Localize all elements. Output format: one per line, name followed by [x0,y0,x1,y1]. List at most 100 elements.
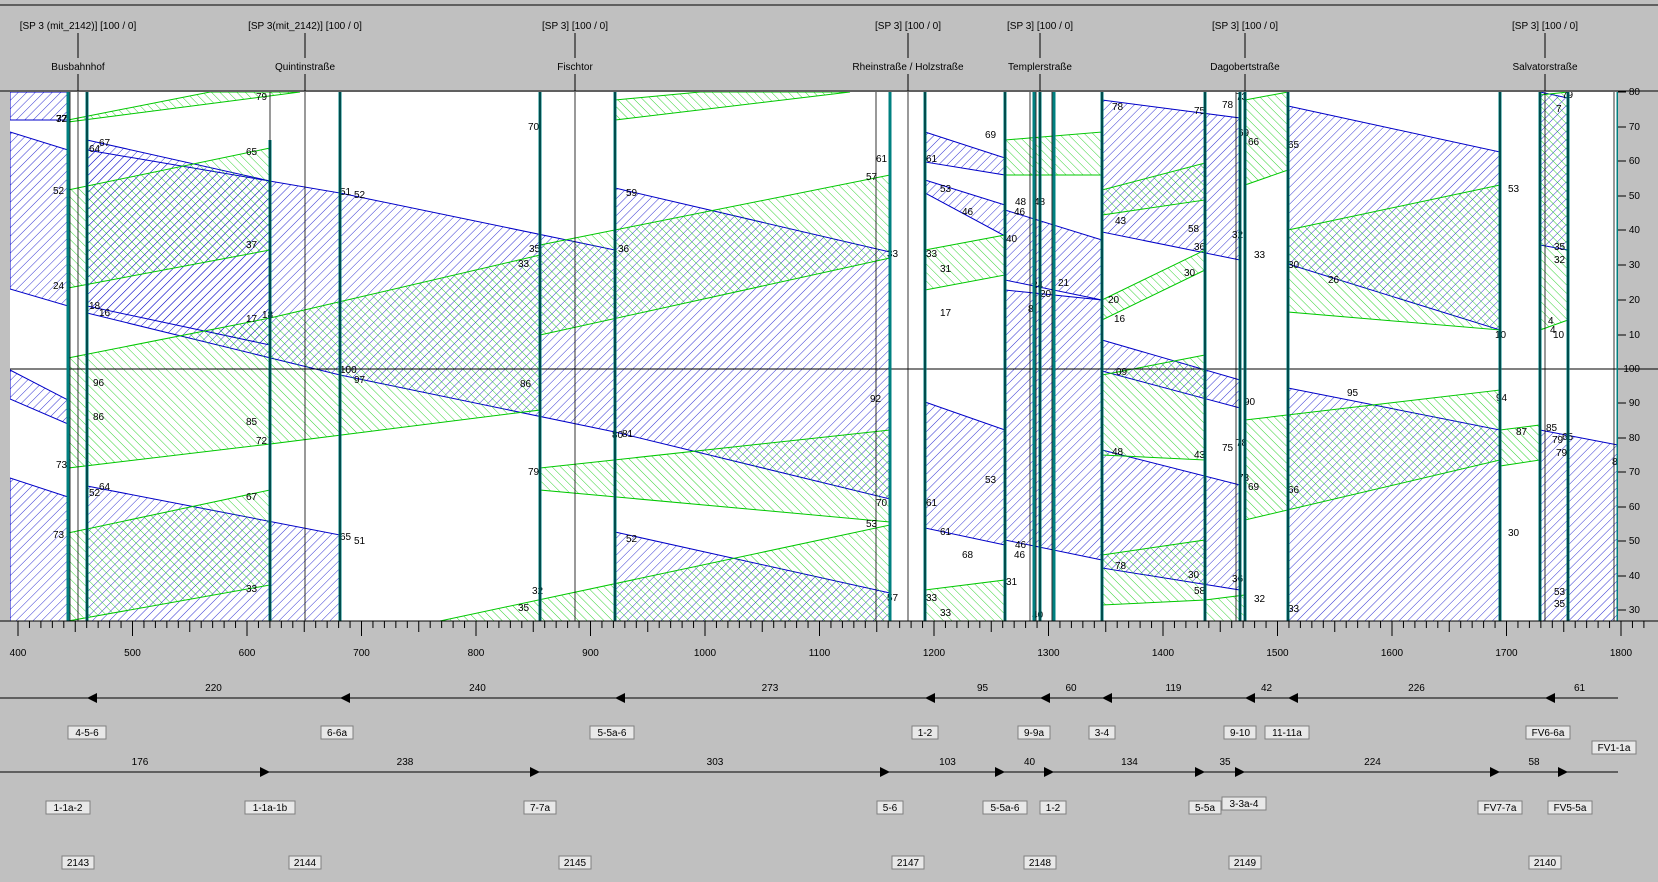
band-number: 78 [1115,561,1127,572]
dim-arrow [615,693,625,703]
signal-label-bottom-text: FV5-5a [1554,803,1587,814]
ruler-label: 1100 [809,648,831,659]
band-number: 57 [866,172,878,183]
node-id-label-text: 2147 [897,858,920,869]
stop-header-text: [SP 3] [100 / 0] [1512,21,1578,32]
signal-label-top[interactable]: 3-4 [1088,725,1116,740]
band-number: 61 [876,154,888,165]
band-number: 31 [940,264,952,275]
dim-arrow [340,693,350,703]
band-number: 21 [1058,278,1070,289]
signal-label-top[interactable]: 11-11a [1264,725,1310,740]
signal-label-top[interactable]: 6-6a [320,725,354,740]
signal-label-bottom[interactable]: 5-6 [876,800,904,815]
bottom-dim-value: 176 [132,757,149,768]
signal-label-top[interactable]: FV1-1a [1591,740,1637,755]
right-axis-label: 10 [1629,330,1641,341]
band-number: 53 [1508,184,1520,195]
node-id-label[interactable]: 2148 [1023,855,1057,870]
signal-label-bottom[interactable]: 3-3a-4 [1221,796,1267,811]
band-number: 33 [940,608,952,619]
signal-label-top-text: 9-10 [1230,728,1250,739]
ruler-label: 800 [468,648,485,659]
signal-label-bottom-text: FV7-7a [1484,803,1517,814]
band-number: 53 [866,519,878,530]
band-number: 20 [1108,295,1120,306]
ruler-label: 1300 [1037,648,1060,659]
signal-label-top[interactable]: 1-2 [911,725,939,740]
signal-label-top[interactable]: FV6-6a [1525,725,1571,740]
band-number: 52 [53,186,65,197]
dim-arrow [1545,693,1555,703]
band-number: 35 [529,244,541,255]
signal-label-bottom[interactable]: 7-7a [523,800,557,815]
signal-label-bottom[interactable]: FV5-5a [1547,800,1593,815]
band-number: 46 [1015,540,1027,551]
signal-label-bottom-text: 5-5a [1195,803,1215,814]
node-id-label-text: 2140 [1534,858,1557,869]
band-number: 26 [1328,275,1340,286]
band-number: 8 [1028,304,1034,315]
bands-layer [10,92,1618,621]
bottom-dim-value: 40 [1024,757,1036,768]
stop-header-6[interactable]: [SP 3] [100 / 0] Salvatorstraße [1497,18,1593,91]
stop-header-4[interactable]: [SP 3] [100 / 0] Templerstraße [992,18,1088,91]
inbound-band [1539,429,1618,621]
signal-label-bottom-text: 1-2 [1046,803,1061,814]
band-number: 17 [940,308,952,319]
right-axis-label: 60 [1629,156,1641,167]
signal-label-bottom[interactable]: FV7-7a [1477,800,1523,815]
ruler-label: 500 [124,648,141,659]
band-number: 85 [1546,423,1558,434]
node-id-label[interactable]: 2143 [61,855,95,870]
band-number: 59 [626,188,638,199]
signal-label-bottom[interactable]: 1-1a-1b [244,800,296,815]
band-number: 40 [1006,234,1018,245]
stop-name-text: Rheinstraße / Holzstraße [852,62,964,73]
stop-header-1[interactable]: [SP 3(mit_2142)] [100 / 0] Quintinstraße [230,18,380,91]
band-number: 80 [612,430,624,441]
inbound-band [10,131,69,307]
signal-label-top[interactable]: 9-9a [1017,725,1051,740]
signal-label-top[interactable]: 4-5-6 [67,725,107,740]
stop-header-3[interactable]: [SP 3] [100 / 0] Rheinstraße / Holzstraße [836,18,980,91]
stop-header-text: [SP 3] [100 / 0] [1007,21,1073,32]
node-id-label-text: 2144 [294,858,317,869]
signal-label-bottom[interactable]: 5-5a [1188,800,1222,815]
right-axis-label: 30 [1629,605,1641,616]
stop-header-0[interactable]: [SP 3 (mit_2142)] [100 / 0] Busbahnhof [1,18,155,91]
signal-label-bottom[interactable]: 5-5a-6 [982,800,1028,815]
band-number: 52 [354,190,366,201]
band-number: 72 [256,436,268,447]
inbound-band [10,477,69,621]
signal-label-top[interactable]: 9-10 [1223,725,1257,740]
band-number: 96 [93,378,105,389]
right-axis-label: 50 [1629,536,1641,547]
right-axis-label: 60 [1629,502,1641,513]
stop-header-text: [SP 3] [100 / 0] [1212,21,1278,32]
node-id-label[interactable]: 2144 [288,855,322,870]
stop-header-2[interactable]: [SP 3] [100 / 0] Fischtor [527,18,623,91]
node-id-label[interactable]: 2140 [1528,855,1562,870]
top-dim-value: 240 [469,683,486,694]
band-number: 81 [1612,457,1624,468]
right-axis: 80 70 60 50 40 30 20 10 100 90 80 70 60 50 40 30 [1618,87,1640,616]
band-number: 73 [1236,92,1248,103]
dim-arrow [1235,767,1245,777]
stop-header-5[interactable]: [SP 3] [100 / 0] Dagobertstraße [1197,18,1293,91]
band-number: 75 [1194,106,1206,117]
node-id-label[interactable]: 2149 [1228,855,1262,870]
band-number: 79 [256,92,268,103]
band-number: 7 [1556,104,1562,115]
band-number: 16 [99,308,111,319]
ruler-label: 900 [582,648,599,659]
node-id-label[interactable]: 2145 [558,855,592,870]
signal-label-bottom[interactable]: 1-2 [1039,800,1067,815]
signal-label-top[interactable]: 5-5a-6 [589,725,635,740]
band-number: 72 [56,114,68,125]
node-id-label[interactable]: 2147 [891,855,925,870]
header-strip [0,0,1658,92]
signal-label-bottom[interactable]: 1-1a-2 [45,800,91,815]
band-number: 79 [1552,435,1564,446]
